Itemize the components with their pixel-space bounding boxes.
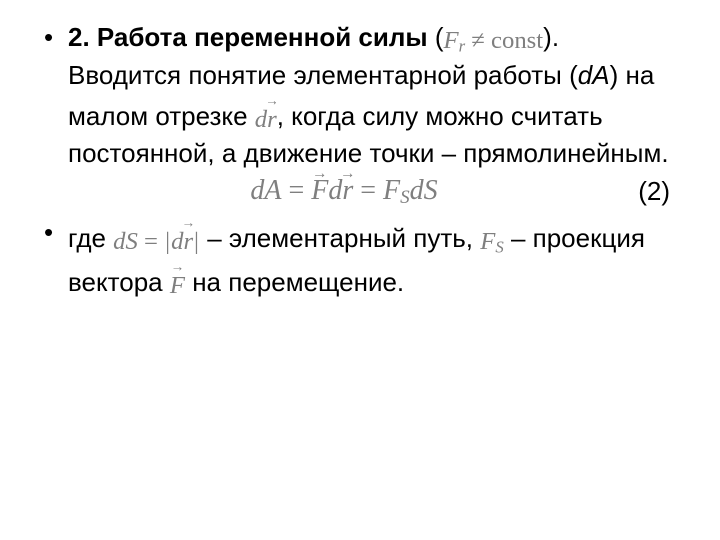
math-F: F xyxy=(444,27,459,54)
slide: 2. Работа переменной силы (Fr ≠ const). … xyxy=(0,0,720,540)
m-abs-d: d xyxy=(171,228,183,255)
math-ds-eq: dS = |dr| xyxy=(113,225,200,258)
f-dS: dS xyxy=(410,175,438,206)
formula-math: dA = Fdr = FSdS xyxy=(250,175,437,206)
math-const: const xyxy=(491,27,543,54)
f-Fvec: F xyxy=(311,175,328,207)
f-eq2: = xyxy=(353,175,383,206)
m-dS: dS xyxy=(113,228,138,255)
f-dA: dA xyxy=(250,175,281,206)
text-2a: где xyxy=(68,223,113,253)
f-rvec: r xyxy=(342,175,353,207)
f-Fs-sub: S xyxy=(400,187,410,208)
f-eq1: = xyxy=(281,175,311,206)
math-Fs: FS xyxy=(480,225,503,259)
formula-row: dA = Fdr = FSdS (2) xyxy=(40,175,670,209)
m-Fs-sub: S xyxy=(495,237,503,256)
m-Fvec: F xyxy=(170,269,185,302)
math-ne: ≠ xyxy=(465,27,491,54)
bullet-item-1: 2. Работа переменной силы (Fr ≠ const). … xyxy=(40,20,670,171)
math-dr: dr xyxy=(255,103,277,136)
math-r-vec: r xyxy=(267,103,277,136)
formula-number: (2) xyxy=(620,176,670,207)
bullet-item-2: где dS = |dr| – элементарный путь, FS – … xyxy=(40,215,670,302)
math-Fvec-2: F xyxy=(170,269,185,302)
text-1a: Вводится понятие элементарной работы ( xyxy=(68,60,578,90)
math-condition: Fr ≠ const xyxy=(444,24,544,58)
math-d: d xyxy=(255,106,267,133)
text-2d: на перемещение. xyxy=(185,267,404,297)
text-2b: – элементарный путь, xyxy=(200,223,480,253)
m-Fs-F: F xyxy=(480,228,495,255)
bullet-list: 2. Работа переменной силы (Fr ≠ const). … xyxy=(40,20,670,171)
bullet-list-2: где dS = |dr| – элементарный путь, FS – … xyxy=(40,215,670,302)
abs-close: | xyxy=(193,228,200,255)
formula-center: dA = Fdr = FSdS xyxy=(68,175,620,209)
heading-bold: 2. Работа переменной силы xyxy=(68,22,428,52)
close-paren: ). xyxy=(543,22,559,52)
open-paren: ( xyxy=(428,22,444,52)
dA-italic: dA xyxy=(578,60,610,90)
m-eq: = xyxy=(138,228,164,255)
m-abs-r-vec: r xyxy=(183,225,193,258)
f-Fs-F: F xyxy=(383,175,400,206)
